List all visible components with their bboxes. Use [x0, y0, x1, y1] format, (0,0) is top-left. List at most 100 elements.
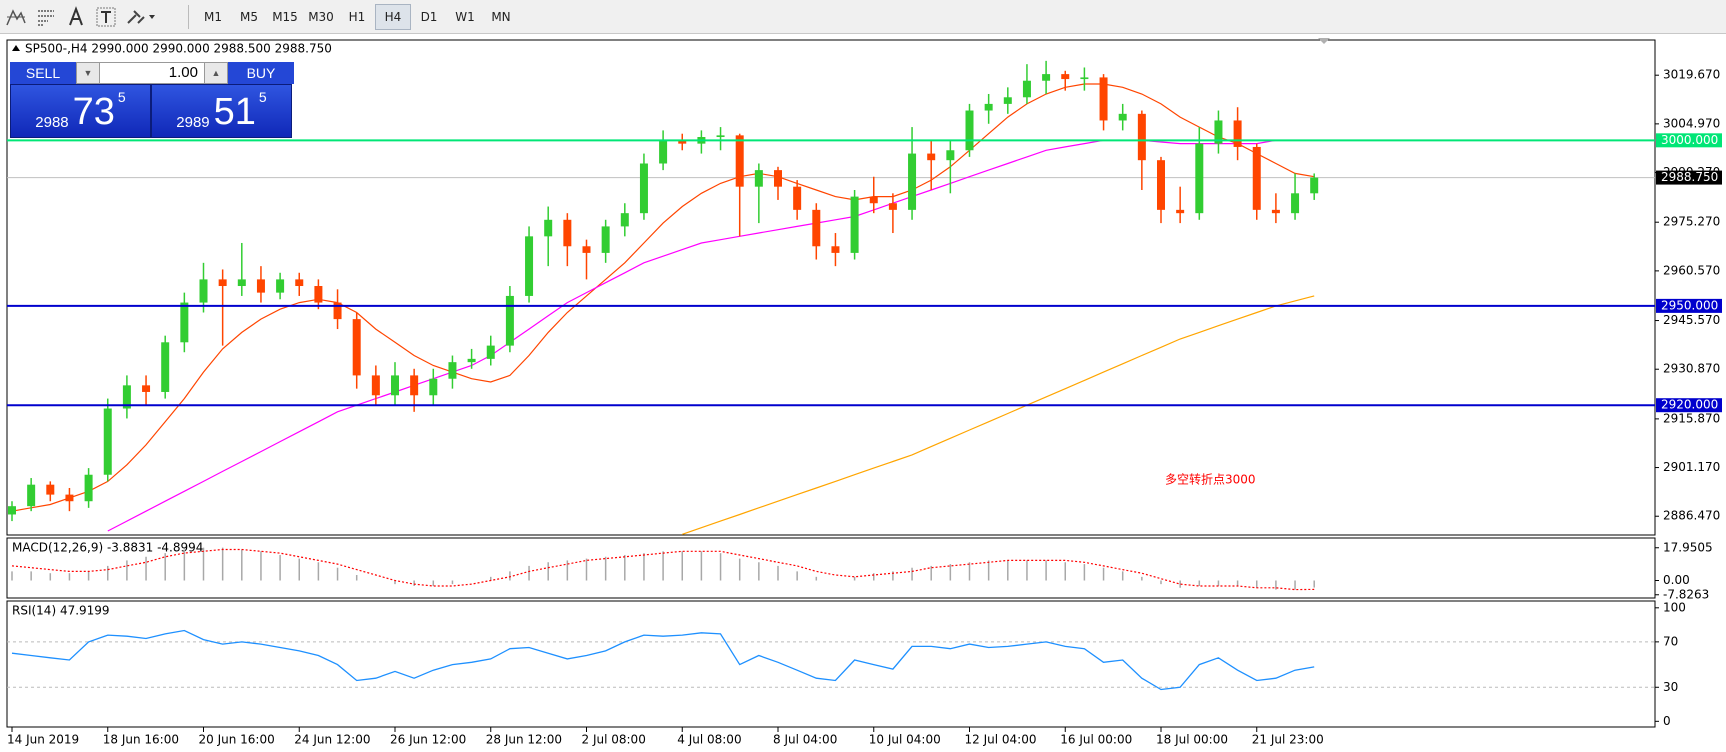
candle-body — [256, 279, 265, 293]
y-tick-label: 70 — [1663, 634, 1678, 648]
candle-body — [103, 408, 112, 475]
candle-body — [812, 209, 821, 247]
timeframe-button[interactable]: H1 — [348, 9, 366, 24]
candle-body — [1022, 80, 1031, 98]
sell-button[interactable]: SELL — [10, 62, 76, 84]
last-price-label-box — [1656, 170, 1722, 185]
candle-body — [563, 219, 572, 247]
y-tick-label: 3019.670 — [1663, 68, 1720, 82]
timeframe-button[interactable]: MN — [491, 9, 511, 24]
candle-body — [237, 279, 246, 287]
candle-body — [122, 385, 131, 409]
candle-body — [716, 135, 725, 138]
y-tick-label: 100 — [1663, 600, 1686, 614]
timeframe-button[interactable]: M30 — [308, 9, 334, 24]
y-tick-label: 17.9505 — [1663, 540, 1713, 554]
candle-body — [467, 358, 476, 363]
level-label-box — [1656, 298, 1722, 313]
volume-input[interactable]: 1.00 — [100, 62, 204, 84]
pane-content — [11, 547, 1315, 591]
candle-body — [888, 203, 897, 210]
candle-body — [965, 110, 974, 151]
x-tick-label: 10 Jul 04:00 — [869, 733, 941, 747]
tool-icon[interactable] — [124, 5, 158, 29]
candle-body — [1233, 120, 1242, 147]
timeframe-button[interactable]: M5 — [240, 9, 258, 24]
rsi-pane — [6, 600, 1656, 728]
timeframe-button[interactable]: M15 — [272, 9, 298, 24]
candle-body — [601, 226, 610, 253]
bid-quote[interactable]: 2988 73 5 — [10, 84, 151, 138]
candle-body — [8, 506, 16, 515]
volume-up[interactable]: ▲ — [204, 62, 228, 84]
candle-body — [142, 385, 151, 392]
candle-body — [199, 279, 208, 303]
volume-down[interactable]: ▼ — [76, 62, 100, 84]
candle-body — [1137, 113, 1146, 161]
timeframe-button[interactable]: H4 — [375, 3, 411, 30]
toolbar: M1 M5 M15 M30 H1 H4 D1 W1 MN — [0, 0, 1726, 34]
candle-body — [84, 474, 93, 502]
x-tick-label: 18 Jun 16:00 — [103, 733, 179, 747]
x-tick-label: 2 Jul 08:00 — [582, 733, 646, 747]
ask-quote[interactable]: 2989 51 5 — [151, 84, 292, 138]
candle-body — [927, 153, 936, 161]
x-tick-label: 18 Jul 00:00 — [1156, 733, 1228, 747]
candle-body — [525, 236, 534, 296]
candle-body — [1291, 193, 1300, 214]
y-tick-label: 2960.570 — [1663, 263, 1720, 277]
candle-body — [486, 345, 495, 359]
trade-panel: SELL ▼ 1.00 ▲ BUY 2988 73 5 2989 51 5 — [10, 62, 294, 138]
timeframe-button[interactable]: D1 — [420, 9, 438, 24]
candle-body — [984, 103, 993, 111]
candle-body — [754, 170, 763, 187]
candle-body — [582, 246, 591, 253]
level-label-box — [1656, 398, 1722, 413]
candle-body — [774, 170, 782, 187]
candle-body — [295, 279, 304, 287]
tool-icon[interactable] — [94, 5, 118, 29]
candle-body — [831, 246, 840, 253]
candle-body — [1003, 97, 1012, 104]
level-label: 2920.000 — [1661, 398, 1718, 412]
chart-title: SP500-,H4 2990.000 2990.000 2988.500 298… — [25, 42, 332, 56]
annotation: 多空转折点3000 — [1165, 472, 1256, 487]
tool-icon[interactable] — [34, 5, 58, 29]
candle-body — [1042, 74, 1051, 81]
candle-body — [1195, 143, 1204, 214]
candle-body — [333, 302, 342, 320]
x-tick-label: 20 Jun 16:00 — [199, 733, 275, 747]
level-label-box — [1656, 133, 1722, 148]
y-tick-label: 2945.570 — [1663, 313, 1720, 327]
x-tick-label: 8 Jul 04:00 — [773, 733, 837, 747]
timeframe-button[interactable]: W1 — [455, 9, 475, 24]
tool-icon[interactable] — [64, 5, 88, 29]
candle-body — [1176, 209, 1185, 214]
bid-big: 2988 — [35, 114, 69, 131]
candle-body — [371, 375, 380, 396]
ask-main: 51 — [213, 91, 256, 133]
candle-body — [793, 186, 802, 210]
candle-body — [735, 135, 744, 187]
separator — [188, 4, 189, 29]
candle-body — [1252, 146, 1261, 210]
buy-button[interactable]: BUY — [228, 62, 294, 84]
candle-body — [1099, 77, 1108, 121]
candle-body — [1271, 209, 1280, 214]
tool-icon[interactable] — [4, 5, 28, 29]
bid-sup: 5 — [117, 89, 126, 105]
candle-body — [276, 279, 285, 293]
macd-pane — [6, 537, 1656, 599]
y-tick-label: 2915.870 — [1663, 411, 1720, 425]
level-label: 2950.000 — [1661, 298, 1718, 312]
candle-body — [65, 494, 74, 502]
candle-body — [218, 279, 227, 287]
candle-body — [946, 150, 955, 161]
candle-body — [1310, 177, 1319, 194]
drawing-tools — [0, 5, 182, 29]
timeframe-button[interactable]: M1 — [204, 9, 222, 24]
macd-signal — [11, 548, 1315, 591]
candle-body — [27, 484, 36, 507]
pane-content — [7, 629, 1655, 691]
